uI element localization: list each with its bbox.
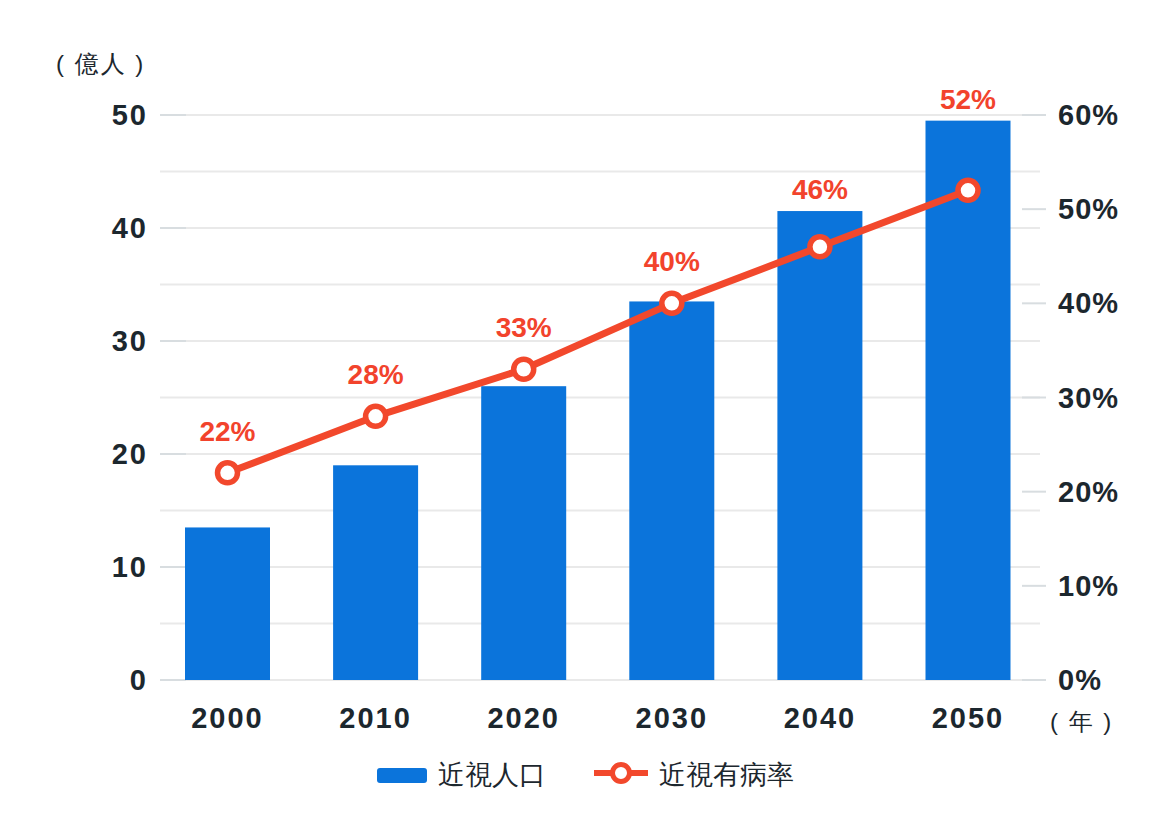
line-marker-2000 (218, 463, 238, 483)
left-axis-tick-label: 40 (112, 212, 148, 244)
x-axis-tick-label: 2040 (784, 702, 857, 734)
right-axis-tick-label: 60% (1058, 99, 1119, 131)
right-axis-tick-label: 20% (1058, 476, 1119, 508)
bar-2030 (629, 301, 714, 680)
right-axis-tick-label: 0% (1058, 664, 1102, 696)
legend-label-population: 近視人口 (438, 757, 546, 793)
x-axis-tick-label: 2000 (191, 702, 264, 734)
point-label-2030: 40% (644, 246, 700, 277)
bar-2040 (777, 211, 862, 680)
myopia-chart-canvas: 010203040500%10%20%30%40%50%60%200020102… (0, 0, 1171, 835)
x-axis-tick-label: 2020 (487, 702, 560, 734)
left-axis-tick-label: 30 (112, 325, 148, 357)
left-axis-unit-label: ( 億人 ) (56, 48, 145, 80)
line-marker-2050 (958, 180, 978, 200)
left-axis-tick-label: 50 (112, 99, 148, 131)
point-label-2010: 28% (348, 359, 404, 390)
bar-series-swatch (377, 768, 427, 783)
x-axis-tick-label: 2030 (636, 702, 709, 734)
left-axis-tick-label: 20 (112, 438, 148, 470)
x-axis-tick-label: 2010 (339, 702, 412, 734)
legend: 近視人口 近視有病率 (0, 759, 1171, 791)
bar-2010 (333, 465, 418, 680)
point-label-2040: 46% (792, 174, 848, 205)
right-axis-tick-label: 40% (1058, 287, 1119, 319)
line-marker-2010 (366, 406, 386, 426)
bar-2020 (481, 386, 566, 680)
bar-2000 (185, 527, 270, 680)
line-marker-2040 (810, 237, 830, 257)
legend-label-prevalence: 近視有病率 (659, 757, 794, 793)
myopia-combo-chart: 010203040500%10%20%30%40%50%60%200020102… (0, 0, 1171, 835)
line-series-marker-icon (594, 761, 648, 789)
right-axis-tick-label: 50% (1058, 193, 1119, 225)
legend-item-population: 近視人口 (377, 757, 546, 793)
left-axis-tick-label: 10 (112, 551, 148, 583)
left-axis-tick-label: 0 (130, 664, 148, 696)
point-label-2020: 33% (496, 312, 552, 343)
legend-item-prevalence: 近視有病率 (594, 757, 794, 793)
line-marker-2020 (514, 359, 534, 379)
x-axis-tick-label: 2050 (932, 702, 1005, 734)
right-axis-tick-label: 30% (1058, 382, 1119, 414)
x-axis-unit-label: ( 年 ) (1050, 706, 1113, 738)
point-label-2050: 52% (940, 84, 996, 115)
point-label-2000: 22% (199, 416, 255, 447)
right-axis-tick-label: 10% (1058, 570, 1119, 602)
line-marker-2030 (662, 293, 682, 313)
